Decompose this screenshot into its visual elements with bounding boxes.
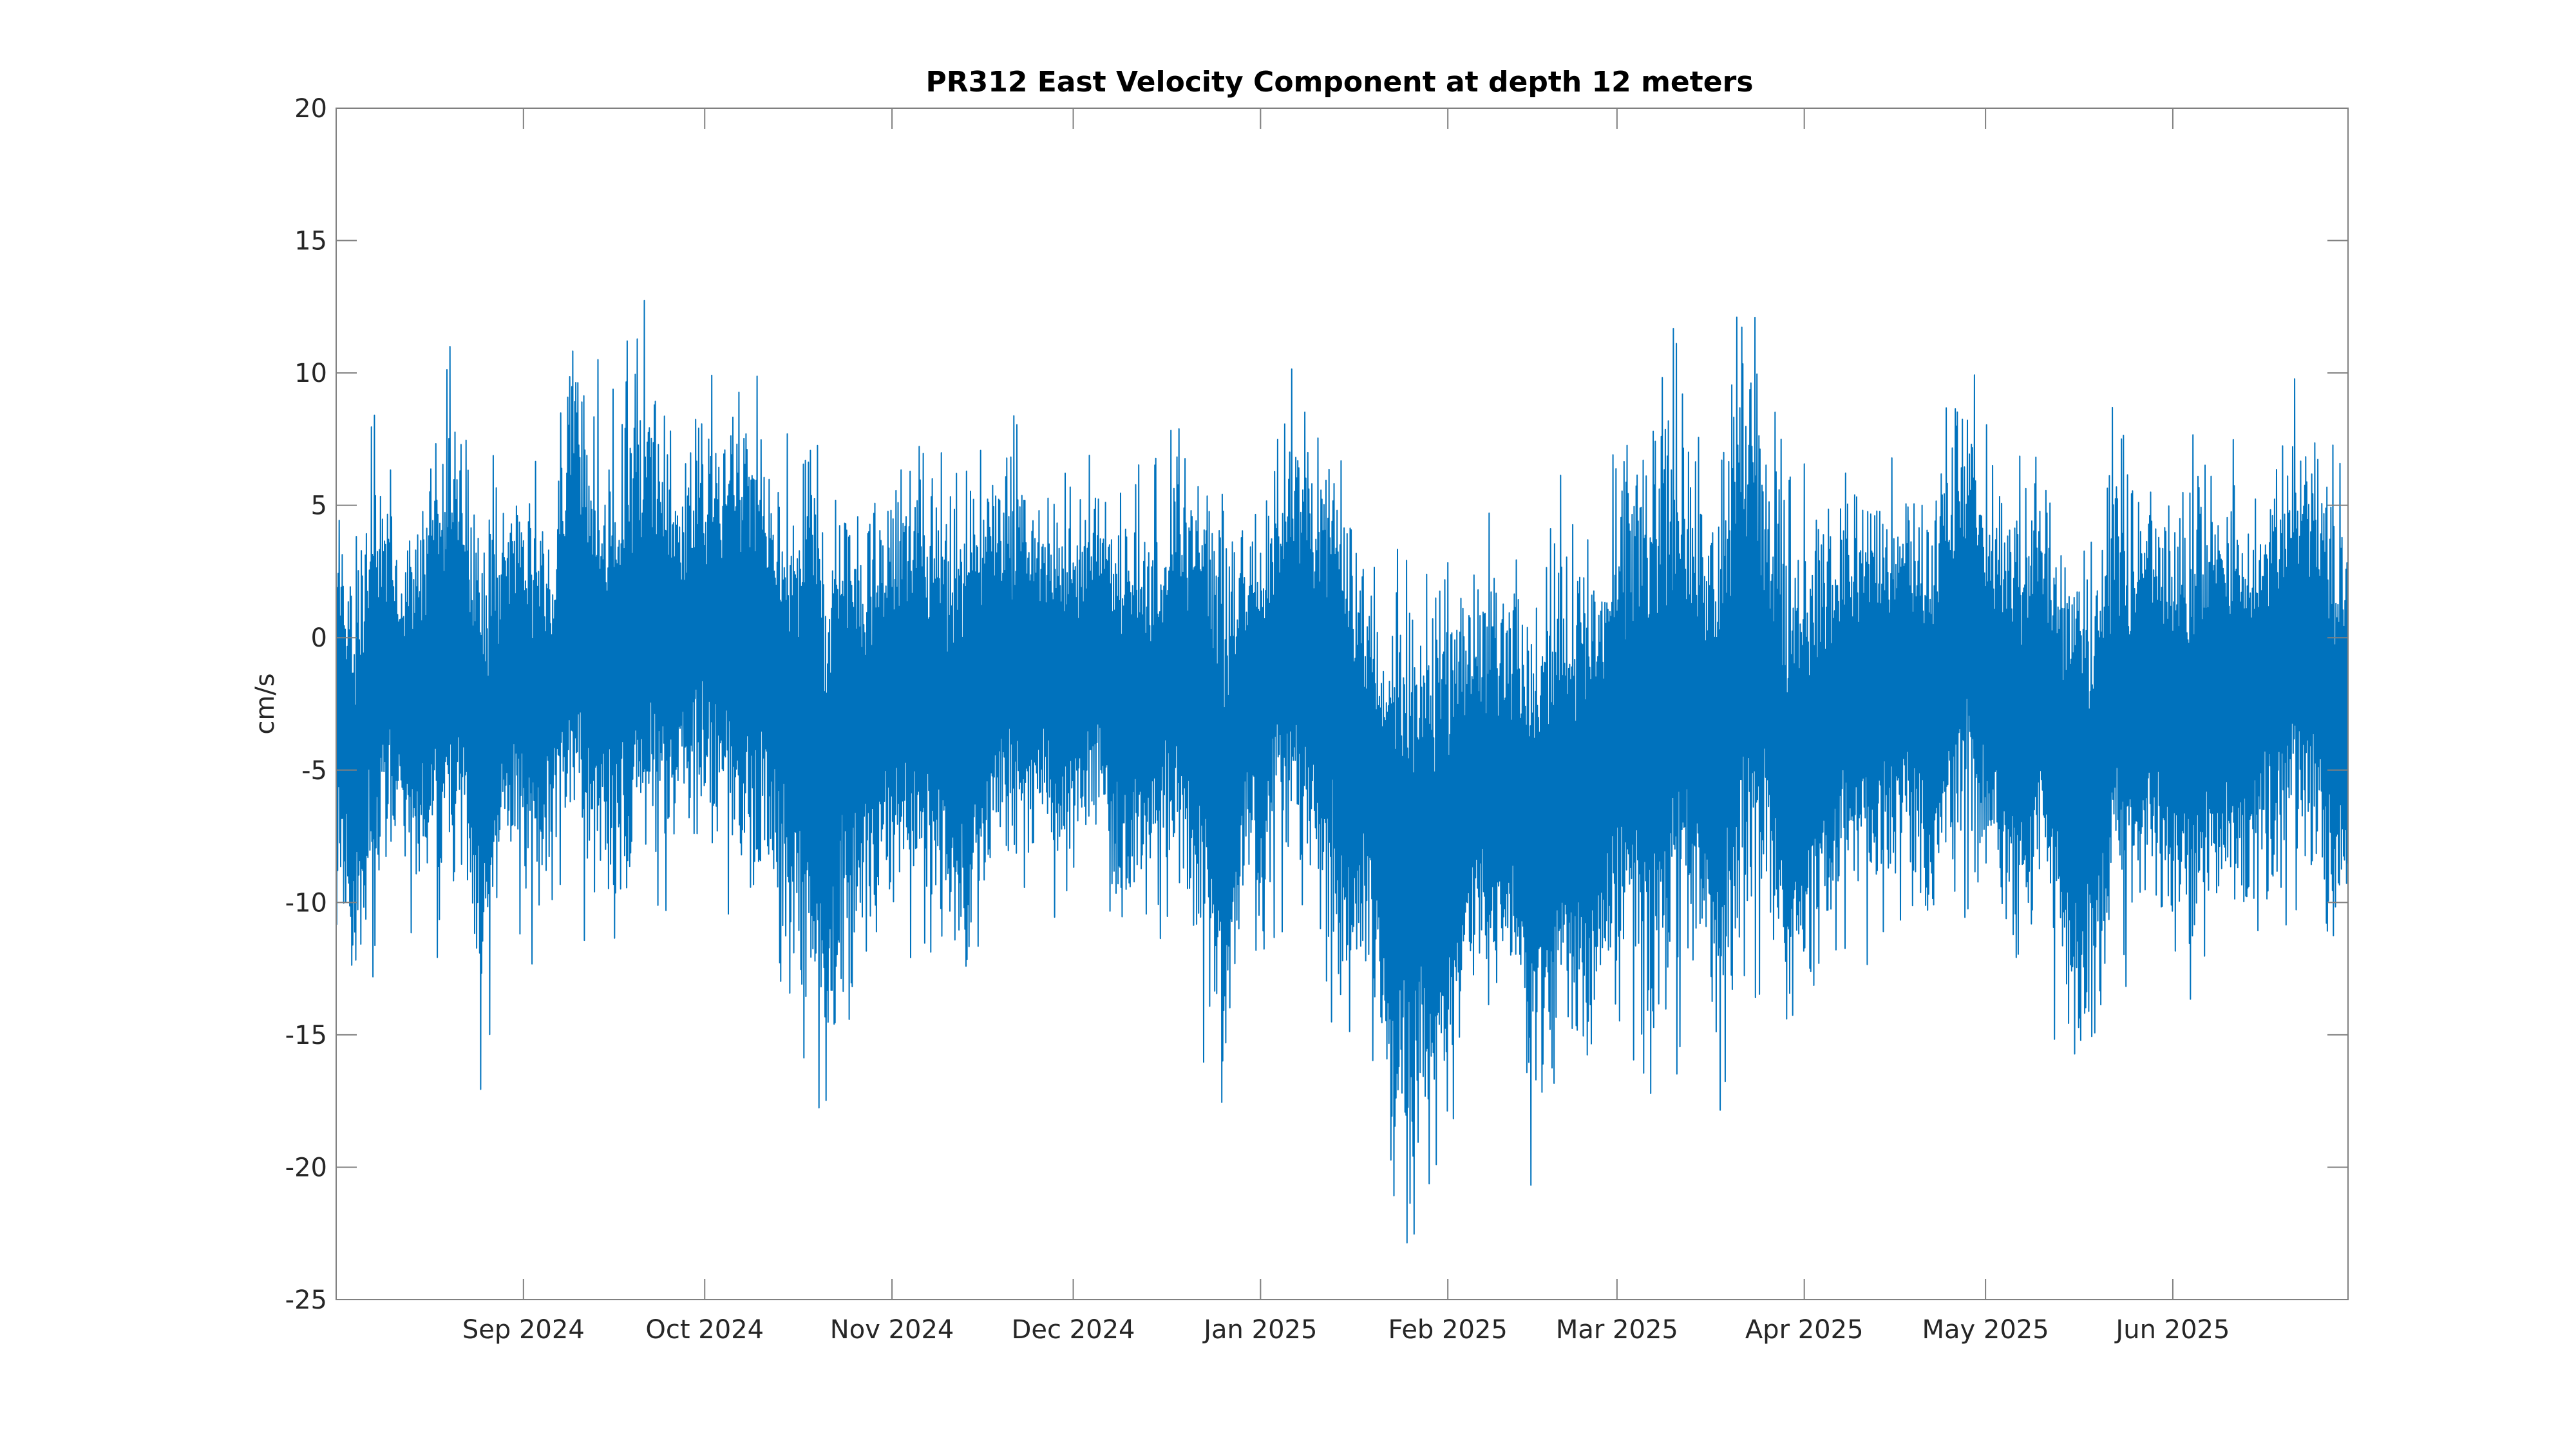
x-axis-ticks: Sep 2024 Oct 2024 Nov 2024 Dec 2024 Jan 2025… [462, 108, 2230, 1345]
y-tick-label: 15 [294, 227, 327, 256]
y-tick-label: -5 [301, 756, 327, 786]
y-tick-label: 20 [294, 94, 327, 124]
series-layer [336, 299, 2349, 1244]
x-tick-label: Sep 2024 [462, 1315, 585, 1345]
x-tick-label: Mar 2025 [1556, 1315, 1678, 1345]
x-tick-label: Jan 2025 [1202, 1315, 1317, 1345]
y-axis-label: cm/s [251, 673, 280, 734]
x-tick-label: Nov 2024 [830, 1315, 954, 1345]
x-tick-label: Oct 2024 [645, 1315, 764, 1345]
y-tick-label: -25 [285, 1285, 327, 1315]
y-axis-ticks: 20 15 10 5 0 -5 -10 -15 -20 -25 [285, 94, 2348, 1315]
x-tick-label: Jun 2025 [2114, 1315, 2230, 1345]
y-tick-label: 10 [294, 359, 327, 388]
y-tick-label: 5 [311, 491, 327, 521]
y-tick-label: -10 [285, 888, 327, 918]
x-tick-label: Feb 2025 [1388, 1315, 1508, 1345]
x-tick-label: May 2025 [1922, 1315, 2049, 1345]
y-tick-label: -20 [285, 1153, 327, 1182]
x-tick-label: Dec 2024 [1012, 1315, 1135, 1345]
y-tick-label: 0 [311, 623, 327, 653]
east-velocity-series-line [336, 299, 2349, 1244]
y-tick-label: -15 [285, 1021, 327, 1050]
axes-box [336, 108, 2349, 1300]
chart-title: PR312 East Velocity Component at depth 1… [925, 66, 1753, 99]
plot-area: 20 15 10 5 0 -5 -10 -15 -20 -25 Sep 2024 Oct 2024 N… [285, 94, 2349, 1345]
x-tick-label: Apr 2025 [1745, 1315, 1864, 1345]
